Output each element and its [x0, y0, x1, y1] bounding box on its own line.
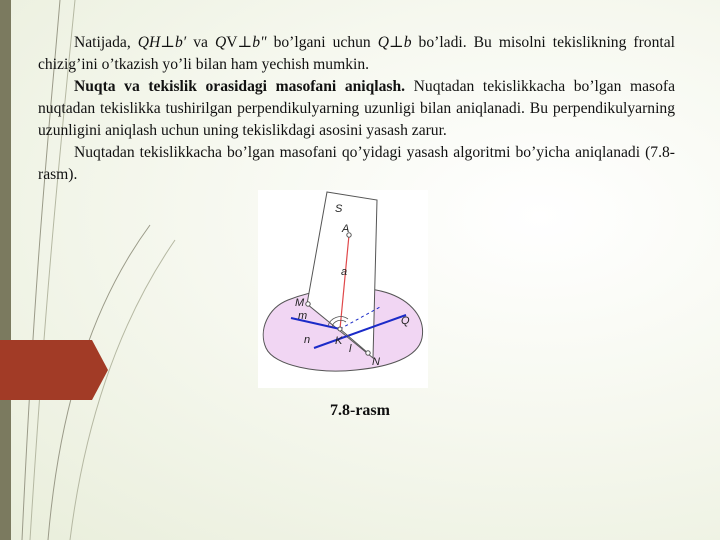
paragraph-3: Nuqtadan tekislikkacha bo’lgan masofani …: [38, 144, 675, 183]
line-m: [290, 317, 341, 330]
formula-qh-perp-b: QH⊥b′: [137, 34, 187, 51]
label-s: S: [335, 203, 343, 215]
figure-caption: 7.8-rasm: [330, 402, 390, 419]
point-a: [346, 232, 352, 238]
paragraph-2: Nuqta va tekislik orasidagi masofani ani…: [38, 78, 675, 139]
angle-arc: [327, 316, 349, 327]
point-k: [337, 326, 343, 332]
line-l: [339, 328, 369, 354]
paragraph-1: Natijada, QH⊥b′ va QV⊥b" bo’lgani uchun …: [38, 34, 675, 73]
perpendicular-a: [339, 234, 350, 330]
point-n: [365, 350, 371, 356]
label-l: l: [349, 343, 352, 355]
text-block: Natijada, QH⊥b′ va QV⊥b" bo’lgani uchun …: [38, 32, 675, 186]
line-dashed: [339, 306, 381, 330]
arrow-tab: [0, 340, 108, 400]
figure-7-8: S A a M m Q n K l N: [258, 190, 428, 388]
formula-qv-perp-b: b": [252, 34, 267, 51]
label-k: K: [335, 335, 343, 347]
label-m-point: M: [295, 297, 305, 309]
section-heading: Nuqta va tekislik orasidagi masofani ani…: [74, 78, 406, 95]
plane-s: [306, 191, 378, 360]
angle-arc-inner: [331, 319, 347, 328]
decorative-curves: [21, 0, 176, 540]
point-m: [305, 301, 311, 307]
label-a: A: [341, 223, 349, 235]
label-m-line: m: [298, 310, 307, 322]
label-n-point: N: [372, 356, 380, 368]
left-accent-bar: [0, 0, 11, 540]
label-q: Q: [401, 315, 410, 327]
label-a-line: a: [341, 266, 347, 278]
label-n-line: n: [304, 334, 310, 346]
line-n: [313, 314, 407, 349]
formula-q-perp-b: Q⊥b: [377, 34, 412, 51]
